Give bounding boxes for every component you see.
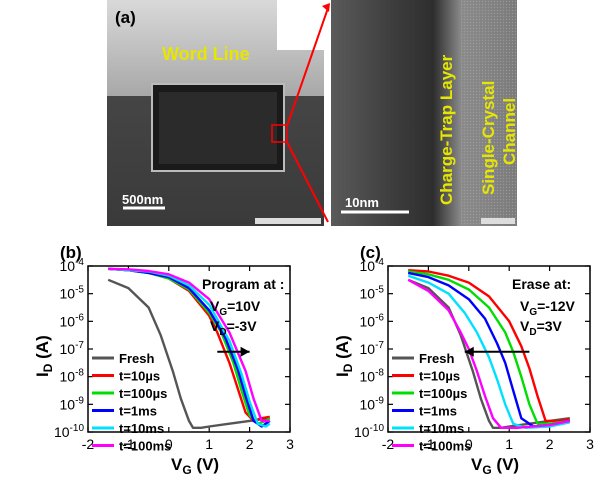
x-tick-label: 2	[246, 436, 254, 452]
legend-label: t=100µs	[419, 386, 467, 401]
y-tick-label: 10-7	[360, 340, 385, 357]
series-line-1	[408, 269, 570, 423]
legend-label: t=10µs	[419, 369, 460, 384]
y-axis-label: ID (A)	[333, 335, 355, 377]
series-line-5	[108, 267, 270, 423]
tem-cross-section-drawing	[107, 0, 324, 226]
shift-arrow-head	[240, 346, 250, 357]
word-line-label: Word Line	[162, 44, 250, 64]
zoom-line-top	[286, 7, 329, 127]
y-tick-label: 10-7	[60, 340, 85, 357]
y-tick-label: 10-6	[60, 312, 85, 329]
x-tick-label: 3	[586, 436, 594, 452]
zoom-connector	[286, 3, 330, 223]
annotation-vg: VG=-12V	[520, 298, 576, 318]
series-line-5	[407, 278, 571, 429]
x-axis-label: VG (V)	[471, 455, 519, 477]
annotation-vd: VD=3V	[520, 318, 563, 338]
tem-image-zoom	[331, 0, 517, 226]
annotation-heading: Program at :	[202, 276, 284, 292]
x-tick-label: 1	[505, 436, 513, 452]
scale-label-left: 500nm	[122, 192, 164, 207]
zoom-box	[271, 124, 288, 143]
chart-program: (b) -2 -1 0 1 2 3 10-10 10-9 10-8 10-7 10-6 10-5 10-4…	[33, 243, 294, 477]
panel-label: (c)	[360, 243, 381, 262]
shift-arrow-head	[464, 346, 474, 357]
legend-label: t=100ms	[419, 439, 471, 454]
annotation-vg: VG=10V	[210, 298, 261, 318]
legend-label: t=10ms	[419, 421, 464, 436]
x-axis-label: VG (V)	[171, 455, 219, 477]
tem-image-cross-section	[107, 0, 324, 226]
x-tick-label: -1	[422, 436, 435, 452]
x-tick-label: -2	[382, 436, 395, 452]
y-tick-label: 10-10	[54, 423, 84, 440]
y-tick-label: 10-8	[360, 368, 385, 385]
legend-label: t=10ms	[119, 421, 164, 436]
x-tick-label: 3	[286, 436, 294, 452]
legend-label: t=100ms	[119, 439, 171, 454]
annotation-heading: Erase at:	[512, 276, 571, 292]
x-tick-label: 2	[546, 436, 554, 452]
panel-label: (b)	[60, 243, 82, 262]
annotation-vd: VD=-3V	[210, 318, 257, 338]
legend-label: Fresh	[419, 351, 454, 366]
y-axis-label: ID (A)	[33, 335, 55, 377]
y-tick-label: 10-9	[360, 395, 385, 412]
series-line-0	[107, 278, 270, 429]
y-tick-label: 10-4	[60, 257, 85, 274]
legend-label: t=10µs	[119, 369, 160, 384]
chart-erase: (c) -2 -1 0 1 2 3 10-10 10-9 10-8 10-7 10-6 10-5 10-4…	[333, 243, 594, 477]
legend-label: t=100µs	[119, 386, 167, 401]
scale-label-right: 10nm	[345, 195, 379, 210]
y-tick-label: 10-9	[60, 395, 85, 412]
y-tick-label: 10-8	[60, 368, 85, 385]
tem-zoom-drawing	[331, 0, 517, 226]
x-tick-label: 1	[205, 436, 213, 452]
x-tick-label: -1	[122, 436, 135, 452]
panel-a-label: (a)	[115, 8, 136, 27]
y-tick-label: 10-5	[60, 285, 85, 302]
legend-label: Fresh	[119, 351, 154, 366]
x-tick-label: -2	[82, 436, 95, 452]
zoom-line-bottom	[286, 141, 329, 223]
series-line-2	[408, 270, 570, 425]
legend-label: t=1ms	[119, 404, 157, 419]
legend-label: t=1ms	[419, 404, 457, 419]
y-tick-label: 10-10	[354, 423, 384, 440]
x-tick-label: 0	[165, 436, 173, 452]
y-tick-label: 10-4	[360, 257, 385, 274]
y-tick-label: 10-6	[360, 312, 385, 329]
x-tick-label: 0	[465, 436, 473, 452]
y-tick-label: 10-5	[360, 285, 385, 302]
